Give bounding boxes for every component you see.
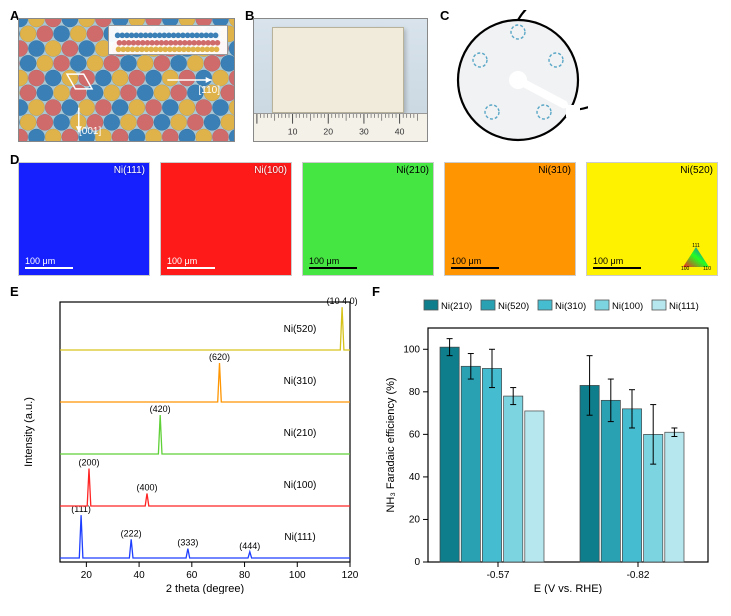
svg-text:100: 100: [289, 570, 306, 581]
ebsd-label: Ni(111): [114, 165, 145, 176]
panel-c-wafer: [448, 10, 588, 150]
svg-text:10: 10: [288, 126, 298, 136]
svg-text:100: 100: [681, 266, 690, 271]
svg-text:80: 80: [409, 387, 421, 398]
svg-text:100: 100: [403, 344, 420, 355]
panel-f-barchart: Ni(210) Ni(520) Ni(310) Ni(100) Ni(111) 0 20 40…: [380, 294, 715, 594]
scalebar: 100 μm: [167, 256, 215, 269]
ebsd-label: Ni(100): [254, 165, 287, 176]
ebsd-map-ni310: Ni(310) 100 μm: [444, 162, 576, 276]
scalebar: 100 μm: [593, 256, 641, 269]
ebsd-label: Ni(310): [538, 165, 571, 176]
svg-text:20: 20: [323, 126, 333, 136]
svg-text:NH₃ Faradaic efficiency (%): NH₃ Faradaic efficiency (%): [385, 377, 397, 512]
svg-text:111: 111: [692, 243, 700, 249]
scalebar: 100 μm: [25, 256, 73, 269]
svg-text:-0.57: -0.57: [487, 570, 510, 581]
svg-text:Ni(100): Ni(100): [612, 301, 643, 312]
svg-text:80: 80: [239, 570, 251, 581]
panel-a-inset: [108, 25, 228, 55]
svg-text:Ni(210): Ni(210): [441, 301, 472, 312]
svg-text:110: 110: [703, 266, 711, 271]
svg-text:Ni(111): Ni(111): [669, 301, 699, 312]
svg-text:0: 0: [414, 557, 420, 568]
svg-text:20: 20: [409, 514, 421, 525]
svg-text:(620): (620): [209, 352, 230, 362]
sample-plate: [272, 27, 404, 113]
svg-text:-0.82: -0.82: [627, 570, 650, 581]
svg-text:40: 40: [395, 126, 405, 136]
svg-text:(222): (222): [121, 528, 142, 538]
svg-text:30: 30: [359, 126, 369, 136]
ebsd-map-ni111: Ni(111) 100 μm: [18, 162, 150, 276]
label-dir001: [001]: [79, 126, 101, 137]
svg-text:E (V vs. RHE): E (V vs. RHE): [534, 583, 602, 594]
svg-text:(444): (444): [239, 541, 260, 551]
svg-text:40: 40: [134, 570, 146, 581]
svg-text:(400): (400): [136, 483, 157, 493]
panel-b-photo: 10 20 30 40: [253, 18, 428, 142]
svg-text:120: 120: [342, 570, 358, 581]
ebsd-label: Ni(210): [396, 165, 429, 176]
svg-text:60: 60: [409, 429, 421, 440]
svg-text:Ni(310): Ni(310): [555, 301, 586, 312]
panel-d-ebsd-maps: Ni(111)100 μmNi(100)100 μmNi(210)100 μmN…: [18, 162, 718, 276]
svg-text:(333): (333): [177, 538, 198, 548]
ebsd-map-ni100: Ni(100) 100 μm: [160, 162, 292, 276]
svg-text:Ni(111): Ni(111): [284, 532, 315, 543]
scalebar: 100 μm: [309, 256, 357, 269]
label-dir110: [110]: [199, 85, 221, 96]
ipf-triangle: 111 100 110: [679, 243, 713, 271]
ebsd-map-ni520: Ni(520) 100 μm 111 100 110: [586, 162, 718, 276]
ebsd-label: Ni(520): [680, 165, 713, 176]
svg-text:Intensity (a.u.): Intensity (a.u.): [23, 397, 35, 467]
svg-text:40: 40: [409, 472, 421, 483]
panel-label-f: F: [372, 284, 380, 299]
svg-text:(420): (420): [150, 404, 171, 414]
svg-text:60: 60: [186, 570, 198, 581]
panel-a-crystal: [110] [001]: [18, 18, 235, 142]
svg-text:Ni(520): Ni(520): [284, 324, 317, 335]
ruler: 10 20 30 40: [254, 113, 427, 141]
svg-text:20: 20: [81, 570, 93, 581]
panel-e-xrd: 20 40 60 80 100 120 2 theta (degree) Intensity …: [18, 294, 358, 594]
svg-text:2 theta (degree): 2 theta (degree): [166, 583, 244, 594]
svg-text:(10 4 0): (10 4 0): [327, 296, 358, 306]
scalebar: 100 μm: [451, 256, 499, 269]
svg-text:(200): (200): [78, 458, 99, 468]
svg-text:Ni(520): Ni(520): [498, 301, 529, 312]
svg-text:Ni(210): Ni(210): [284, 428, 317, 439]
ebsd-map-ni210: Ni(210) 100 μm: [302, 162, 434, 276]
svg-text:Ni(100): Ni(100): [284, 480, 317, 491]
svg-text:Ni(310): Ni(310): [284, 376, 317, 387]
